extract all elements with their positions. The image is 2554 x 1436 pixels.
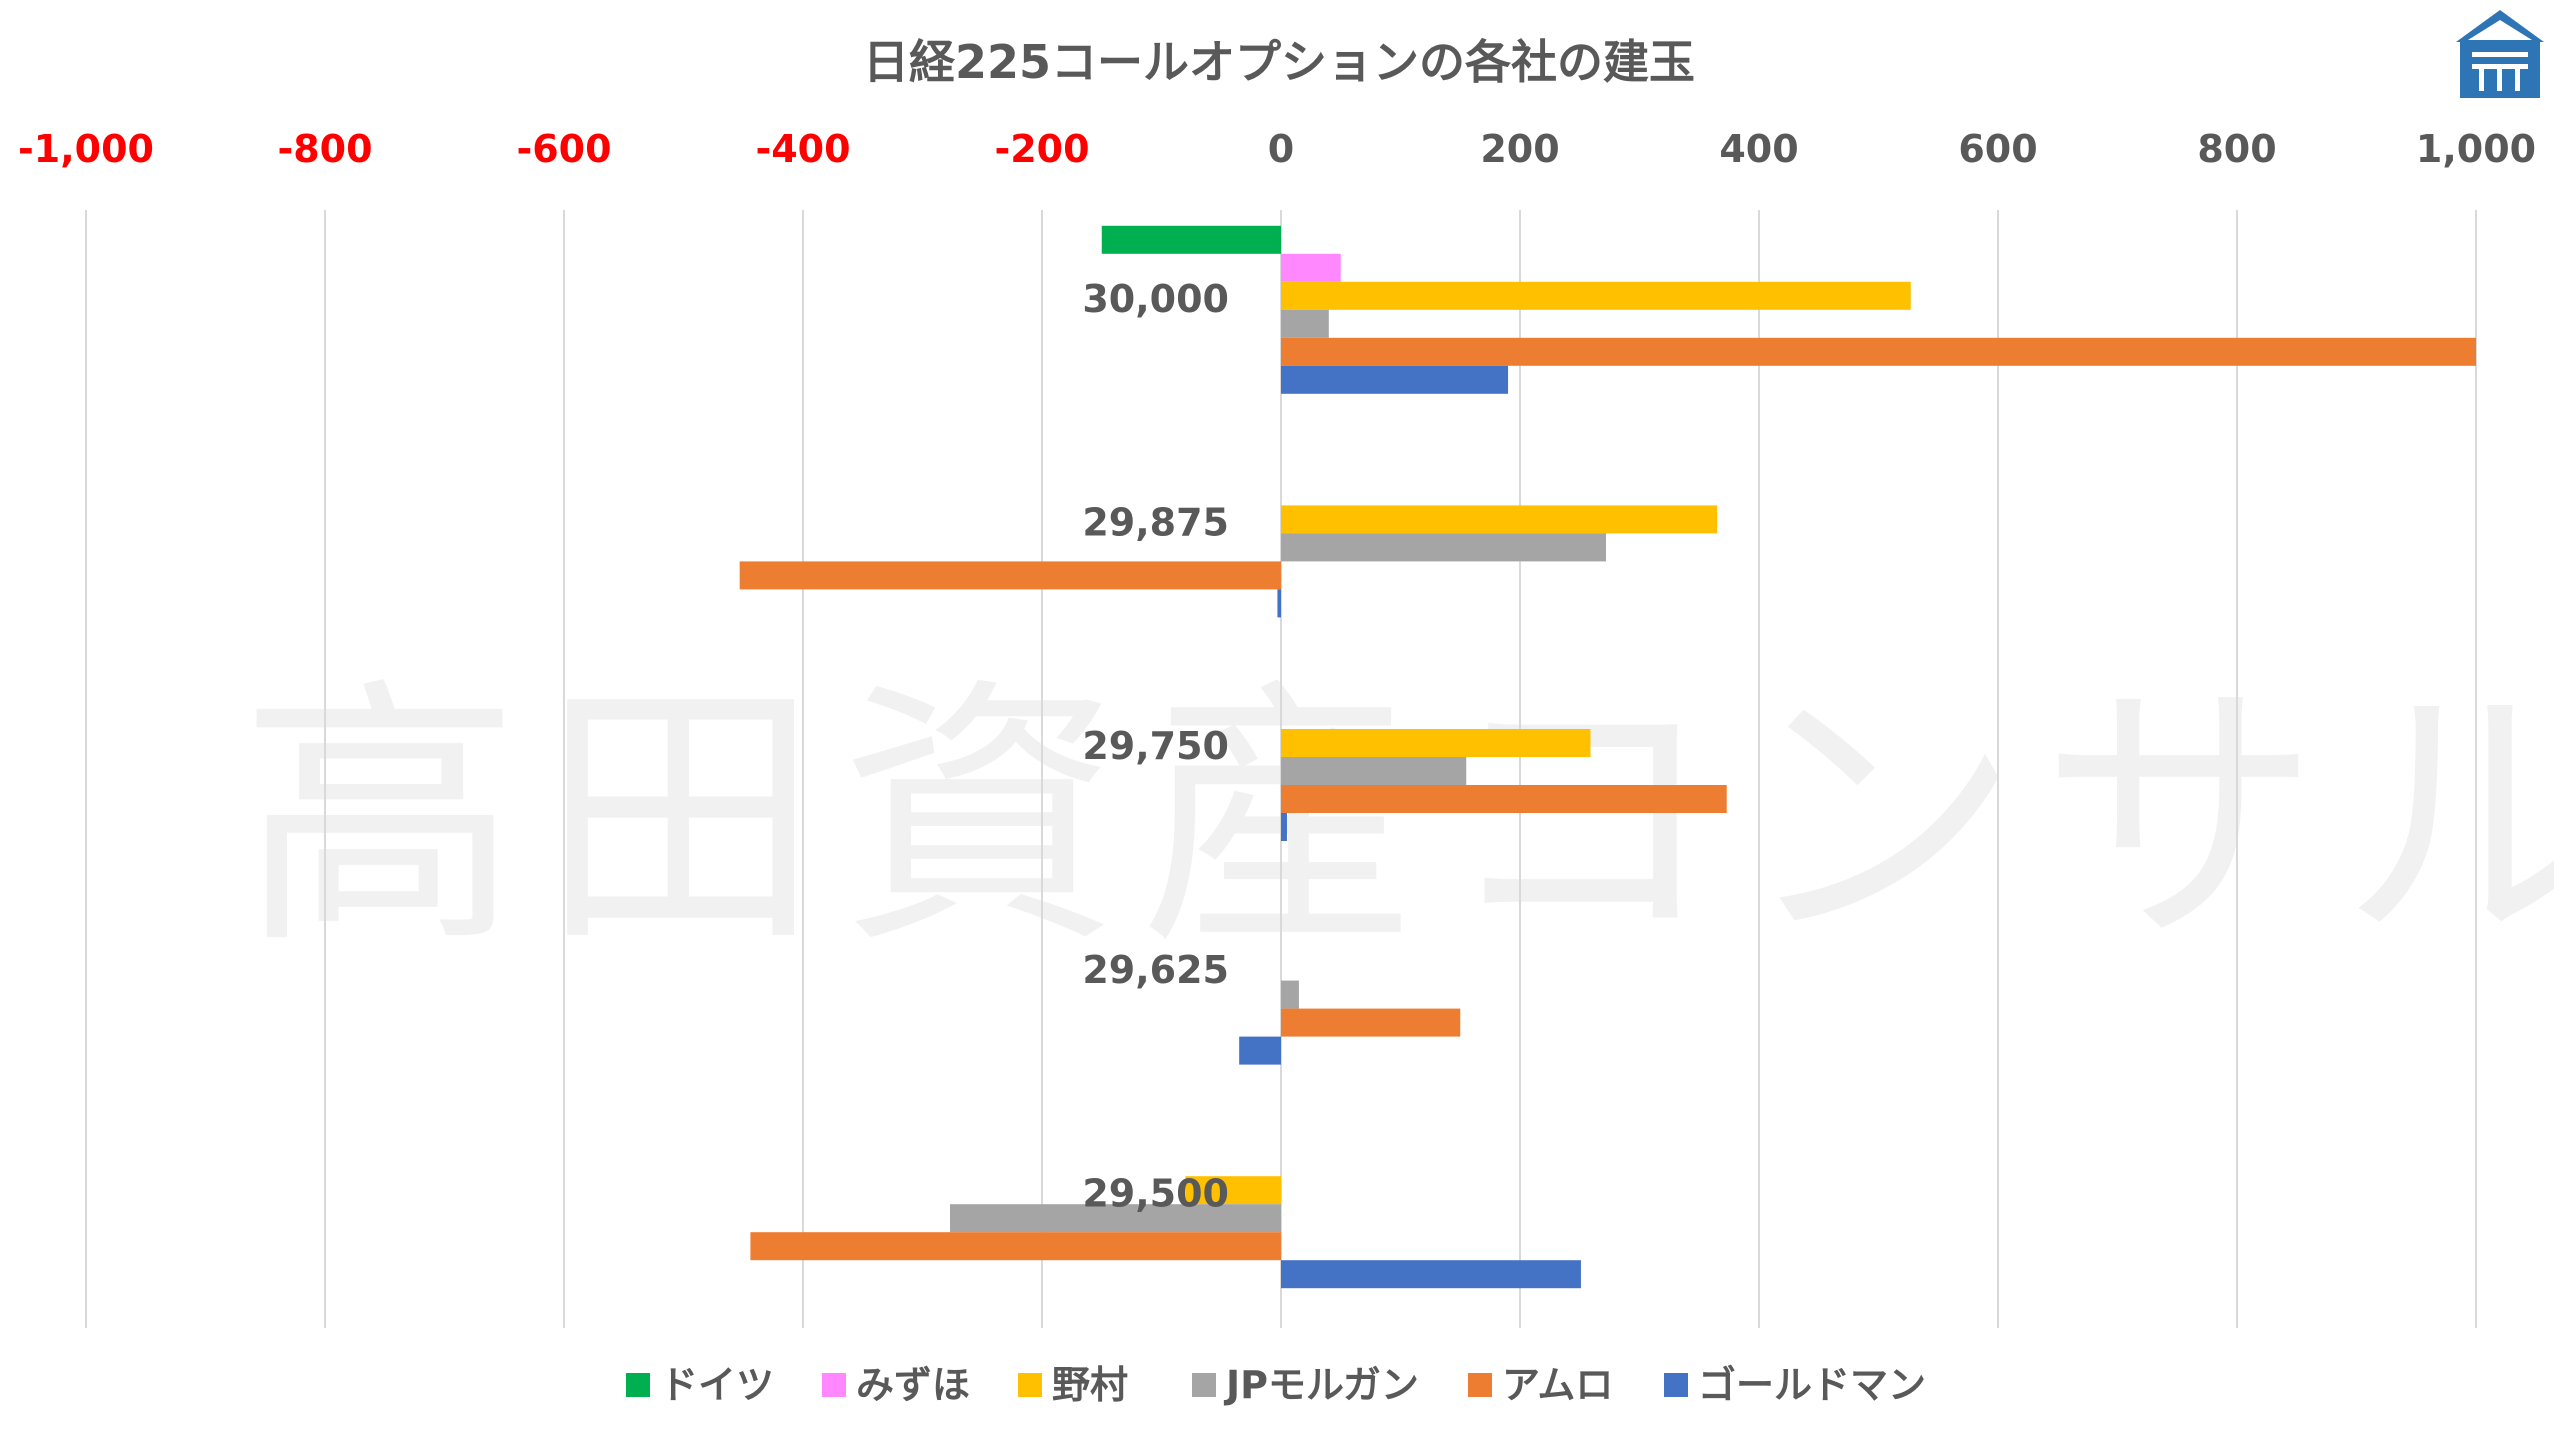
x-tick-label: 600 (1958, 127, 2037, 171)
bar (1185, 1176, 1281, 1205)
x-tick-label: -200 (994, 127, 1089, 171)
bar (1281, 757, 1467, 785)
bar (1101, 225, 1281, 254)
x-tick-label: 400 (1719, 127, 1798, 171)
x-tick-label: -1,000 (18, 127, 154, 171)
bar (1281, 785, 1727, 813)
legend-swatch (1192, 1373, 1216, 1397)
bar (1281, 729, 1591, 757)
x-tick-label: 200 (1480, 127, 1559, 171)
legend-label: 野村 (1052, 1363, 1128, 1407)
bar (1239, 1036, 1281, 1065)
bar (1281, 813, 1287, 841)
bar (1281, 505, 1718, 534)
y-tick-label: 30,000 (1082, 277, 1229, 321)
y-tick-label: 29,625 (1082, 948, 1229, 992)
bar (1281, 365, 1509, 394)
bar (750, 1232, 1281, 1261)
bar (949, 1204, 1281, 1233)
bar (739, 561, 1281, 590)
legend-label: みずほ (856, 1363, 970, 1407)
legend-swatch (626, 1373, 650, 1397)
logo-icon (2456, 10, 2544, 98)
y-tick-label: 29,500 (1082, 1171, 1229, 1215)
bar (1281, 281, 1911, 310)
bar (1281, 253, 1341, 282)
y-tick-label: 29,875 (1082, 501, 1229, 545)
bar (1281, 1008, 1461, 1037)
bar (1281, 309, 1329, 338)
watermark: 高田資産コンサル (240, 656, 2554, 982)
x-tick-label: 800 (2197, 127, 2276, 171)
legend-label: JPモルガン (1223, 1363, 1419, 1407)
x-tick-label: -400 (755, 127, 850, 171)
legend-label: アムロ (1502, 1363, 1613, 1407)
legend-label: ゴールドマン (1698, 1363, 1926, 1407)
bar (1277, 589, 1281, 618)
x-tick-label: 0 (1268, 127, 1294, 171)
x-tick-label: 1,000 (2416, 127, 2536, 171)
bar (1281, 980, 1299, 1009)
bar (1281, 1260, 1581, 1289)
y-tick-label: 29,750 (1082, 724, 1229, 768)
legend-label: ドイツ (660, 1363, 774, 1407)
bar (1281, 337, 2476, 366)
x-tick-label: -800 (277, 127, 372, 171)
chart-title: 日経225コールオプションの各社の建玉 (863, 35, 1695, 89)
legend-swatch (1468, 1373, 1492, 1397)
bar (1281, 533, 1607, 562)
legend-swatch (1018, 1373, 1042, 1397)
x-tick-label: -600 (516, 127, 611, 171)
legend-swatch (1664, 1373, 1688, 1397)
legend-swatch (822, 1373, 846, 1397)
